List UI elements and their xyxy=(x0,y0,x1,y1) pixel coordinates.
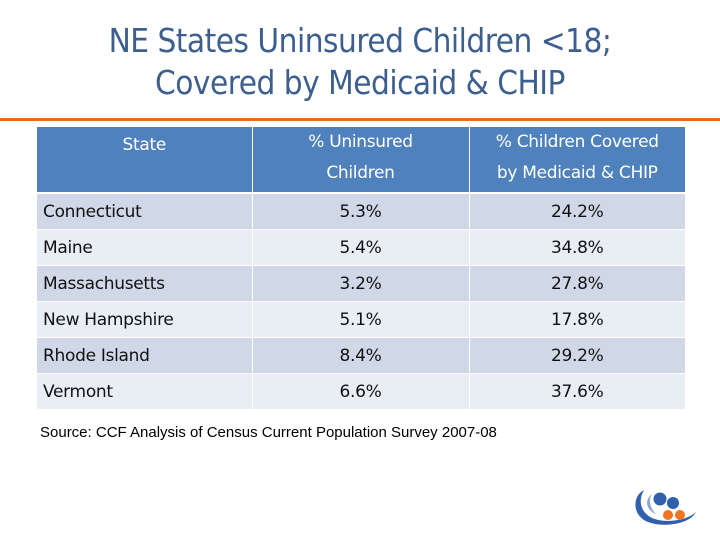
logo-swoosh-outer xyxy=(635,490,696,525)
table-row: Vermont 6.6% 37.6% xyxy=(37,373,685,410)
cell-state: Maine xyxy=(37,229,253,266)
cell-state: Vermont xyxy=(37,373,253,410)
logo-dot-orange-1 xyxy=(663,510,673,520)
header-state-line-1: State xyxy=(122,135,167,155)
header-row: State % Uninsured Children % Children Co… xyxy=(37,127,685,194)
slide-title: NE States Uninsured Children <18; Covere… xyxy=(0,20,720,104)
cell-medicaid-chip: 27.8% xyxy=(469,265,685,302)
cell-uninsured: 5.3% xyxy=(252,193,470,230)
logo-swoosh-inner xyxy=(647,494,656,514)
title-divider xyxy=(0,118,720,121)
table-row: Rhode Island 8.4% 29.2% xyxy=(37,337,685,374)
cell-medicaid-chip: 24.2% xyxy=(469,193,685,230)
title-line-2: Covered by Medicaid & CHIP xyxy=(155,63,565,102)
header-medicaid-chip: % Children Covered by Medicaid & CHIP xyxy=(469,127,685,194)
source-note: Source: CCF Analysis of Census Current P… xyxy=(40,424,497,441)
cell-state: Rhode Island xyxy=(37,337,253,374)
table-row: Massachusetts 3.2% 27.8% xyxy=(37,265,685,302)
cell-state: Massachusetts xyxy=(37,265,253,302)
cell-uninsured: 6.6% xyxy=(252,373,470,410)
data-table: State % Uninsured Children % Children Co… xyxy=(37,127,685,410)
cell-medicaid-chip: 17.8% xyxy=(469,301,685,338)
cell-uninsured: 3.2% xyxy=(252,265,470,302)
table-row: New Hampshire 5.1% 17.8% xyxy=(37,301,685,338)
logo-dot-blue-2 xyxy=(667,497,679,509)
header-uninsured-line-2: Children xyxy=(326,163,395,183)
logo-dot-orange-2 xyxy=(675,510,685,520)
ccf-logo-icon xyxy=(635,490,696,525)
cell-uninsured: 5.4% xyxy=(252,229,470,266)
logo-dot-blue-1 xyxy=(653,492,667,506)
cell-state: Connecticut xyxy=(37,193,253,230)
table-row: Connecticut 5.3% 24.2% xyxy=(37,193,685,230)
title-line-1: NE States Uninsured Children <18; xyxy=(108,21,612,60)
cell-uninsured: 5.1% xyxy=(252,301,470,338)
header-uninsured-line-1: % Uninsured xyxy=(308,132,413,152)
cell-medicaid-chip: 34.8% xyxy=(469,229,685,266)
table-row: Maine 5.4% 34.8% xyxy=(37,229,685,266)
header-medicaid-line-2: by Medicaid & CHIP xyxy=(496,163,658,183)
header-medicaid-line-1: % Children Covered xyxy=(495,132,659,152)
cell-medicaid-chip: 37.6% xyxy=(469,373,685,410)
cell-medicaid-chip: 29.2% xyxy=(469,337,685,374)
header-state: State xyxy=(37,127,253,194)
cell-uninsured: 8.4% xyxy=(252,337,470,374)
cell-state: New Hampshire xyxy=(37,301,253,338)
header-uninsured: % Uninsured Children xyxy=(252,127,470,194)
